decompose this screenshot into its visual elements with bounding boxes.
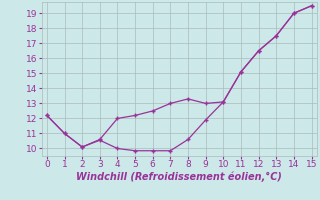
X-axis label: Windchill (Refroidissement éolien,°C): Windchill (Refroidissement éolien,°C) [76, 172, 282, 182]
